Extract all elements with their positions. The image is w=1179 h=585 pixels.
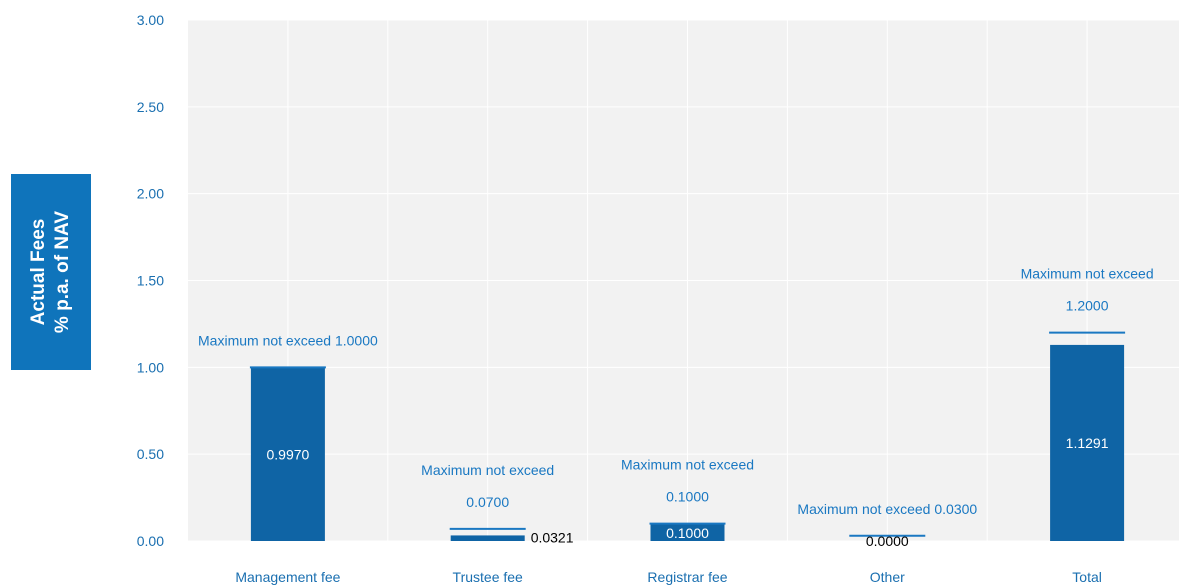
data-labels: 0.9970 Maximum not exceed 1.0000 0.0321 Max… (198, 266, 1154, 549)
bar-value-label: 0.1000 (666, 525, 709, 541)
y-tick-label: 1.50 (137, 273, 164, 289)
x-tick-labels: Management fee Trustee fee Registrar fee Ot… (235, 569, 1102, 585)
x-tick-label: Trustee fee (453, 569, 524, 585)
x-tick-label: Management fee (235, 569, 340, 585)
y-tick-label: 0.50 (137, 446, 164, 462)
x-tick-label: Registrar fee (647, 569, 727, 585)
bar (1050, 344, 1125, 541)
y-tick-label: 1.00 (137, 359, 164, 375)
max-label: Maximum not exceed (1021, 266, 1154, 282)
bar-value-label: 1.1291 (1066, 435, 1109, 451)
bars (250, 344, 1125, 541)
y-tick-label: 3.00 (137, 12, 164, 28)
y-tick-label: 2.00 (137, 186, 164, 202)
max-label: Maximum not exceed (421, 462, 554, 478)
x-tick-label: Total (1072, 569, 1102, 585)
bar-value-label: 0.0321 (531, 529, 574, 545)
y-tick-label: 0.00 (137, 533, 164, 549)
y-axis-label-box: Actual Fees % p.a. of NAV (11, 174, 91, 370)
y-tick-label: 2.50 (137, 99, 164, 115)
bar-value-label: 0.9970 (266, 446, 309, 462)
bar (650, 523, 725, 541)
y-tick-labels: 0.00 0.50 1.00 1.50 2.00 2.50 3.00 (137, 12, 164, 549)
bar (450, 535, 525, 541)
max-label: 0.1000 (666, 489, 709, 505)
bar (250, 367, 325, 541)
x-tick-label: Other (870, 569, 905, 585)
bar-value-label: 0.0000 (866, 533, 909, 549)
max-lines (249, 331, 1126, 537)
max-label: 1.2000 (1066, 298, 1109, 314)
max-label: 0.0700 (466, 494, 509, 510)
max-label: Maximum not exceed 1.0000 (198, 332, 378, 348)
max-label: Maximum not exceed (621, 457, 754, 473)
max-label: Maximum not exceed 0.0300 (797, 501, 977, 517)
